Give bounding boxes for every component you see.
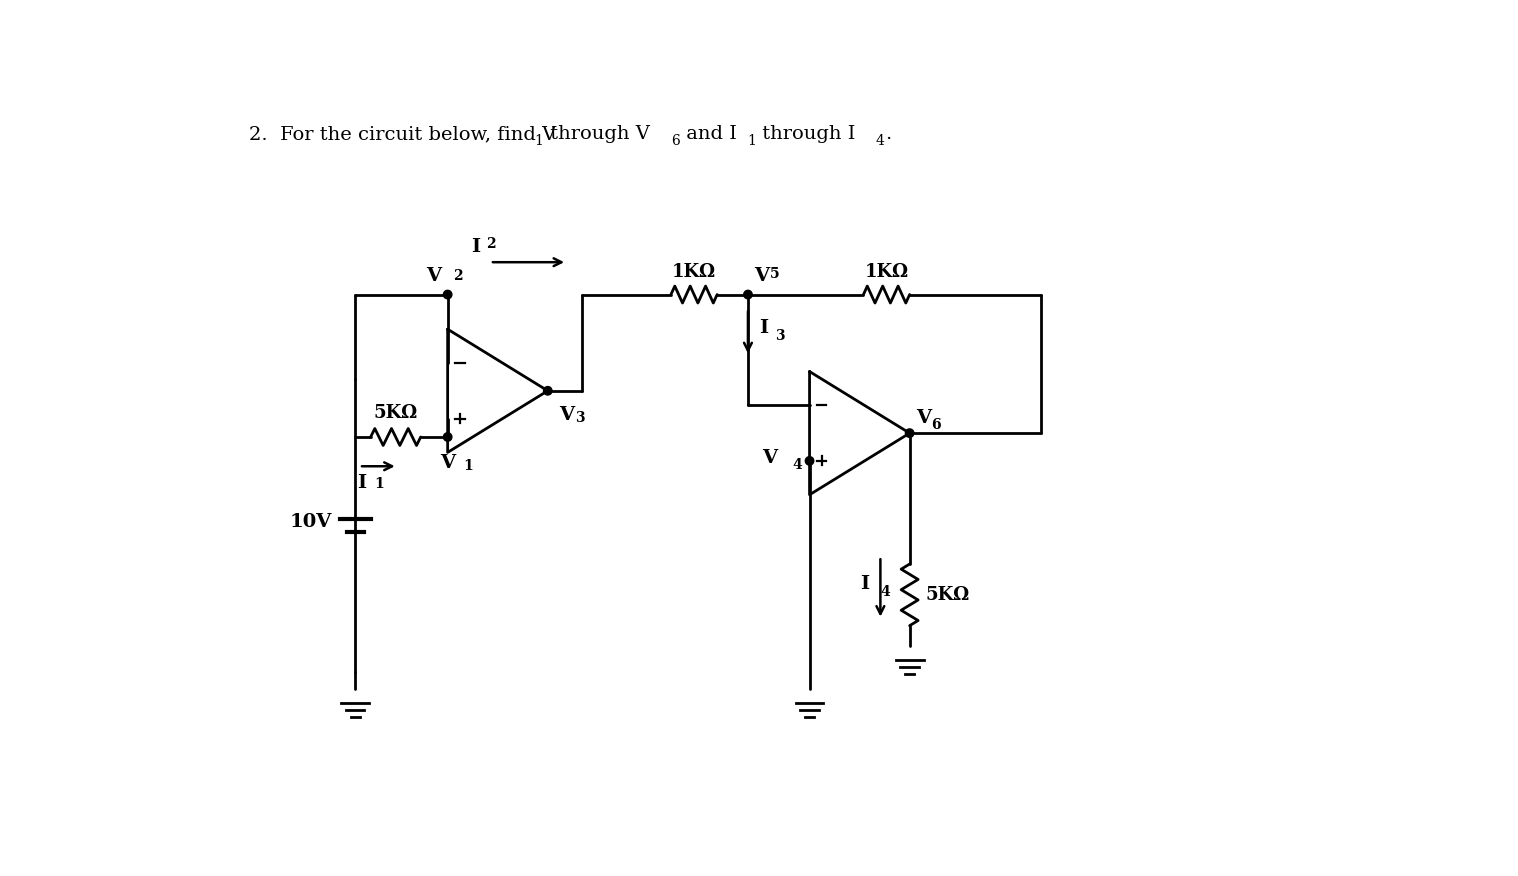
Text: .: . xyxy=(885,125,891,143)
Text: 2: 2 xyxy=(486,237,496,251)
Circle shape xyxy=(443,433,452,442)
Text: 1: 1 xyxy=(463,458,472,472)
Text: I: I xyxy=(471,238,480,256)
Text: 4: 4 xyxy=(876,134,885,148)
Text: 5: 5 xyxy=(770,266,779,280)
Text: 1: 1 xyxy=(375,477,384,491)
Text: 3: 3 xyxy=(575,411,584,425)
Text: 6: 6 xyxy=(931,418,941,432)
Text: V: V xyxy=(915,409,931,427)
Circle shape xyxy=(543,386,553,395)
Text: 10V: 10V xyxy=(290,512,332,531)
Text: 5KΩ: 5KΩ xyxy=(373,404,417,421)
Text: 4: 4 xyxy=(880,585,890,599)
Text: 4: 4 xyxy=(792,458,803,472)
Text: I: I xyxy=(859,575,868,593)
Text: 1KΩ: 1KΩ xyxy=(672,263,716,280)
Text: 3: 3 xyxy=(774,329,785,343)
Text: V: V xyxy=(559,406,574,424)
Text: V: V xyxy=(762,449,777,467)
Circle shape xyxy=(744,290,753,299)
Text: 6: 6 xyxy=(671,134,680,148)
Circle shape xyxy=(806,456,814,465)
Text: 1: 1 xyxy=(534,134,543,148)
Text: 2.  For the circuit below, find V: 2. For the circuit below, find V xyxy=(249,125,556,143)
Text: through I: through I xyxy=(756,125,856,143)
Circle shape xyxy=(905,429,914,437)
Text: through V: through V xyxy=(543,125,650,143)
Text: I: I xyxy=(358,474,367,492)
Text: 1: 1 xyxy=(747,134,756,148)
Text: 1KΩ: 1KΩ xyxy=(865,263,909,280)
Text: 2: 2 xyxy=(452,269,463,283)
Text: V: V xyxy=(440,454,455,472)
Text: V: V xyxy=(754,267,770,286)
Text: 5KΩ: 5KΩ xyxy=(924,586,968,604)
Circle shape xyxy=(443,290,452,299)
Text: I: I xyxy=(759,320,768,337)
Text: and I: and I xyxy=(680,125,738,143)
Text: V: V xyxy=(427,267,442,286)
